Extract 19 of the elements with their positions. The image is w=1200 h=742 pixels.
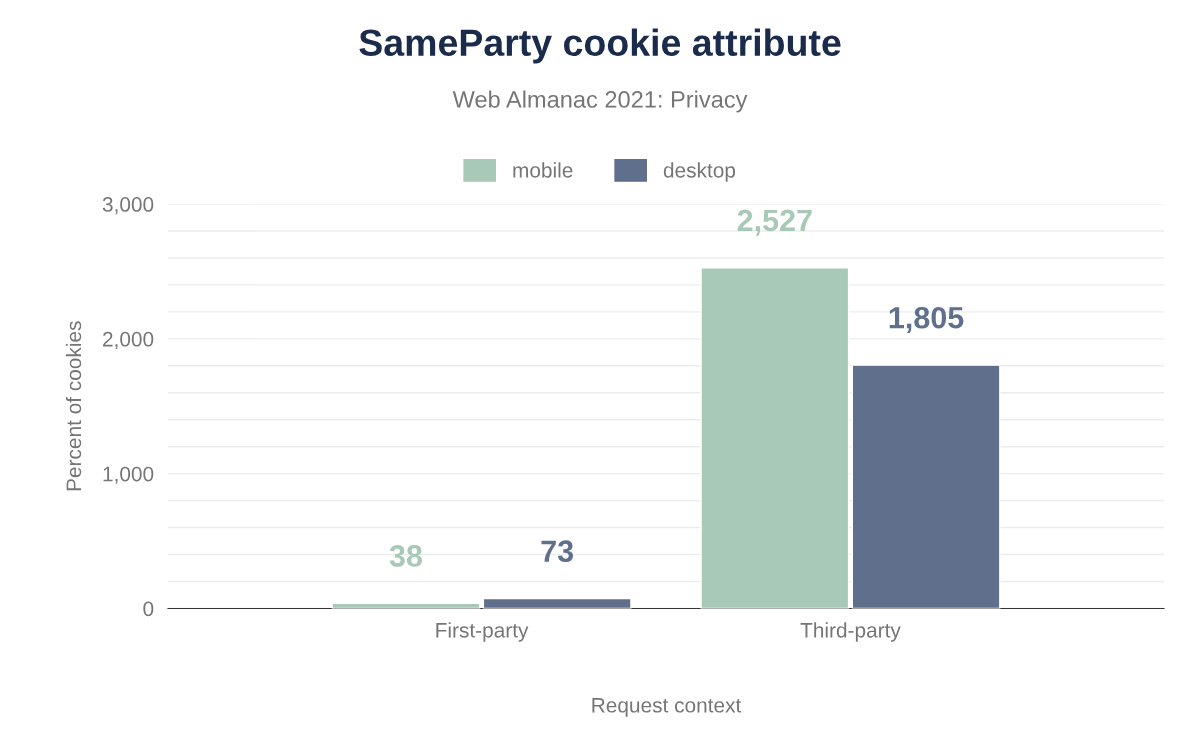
- data-label: 38: [389, 545, 422, 567]
- chart-title: SameParty cookie attribute: [359, 28, 841, 64]
- data-label: 1,805: [889, 306, 964, 333]
- y-tick-label: 1,000: [103, 466, 154, 484]
- legend-label: desktop: [663, 162, 736, 182]
- y-tick-label: 2,000: [103, 331, 154, 350]
- legend-label: mobile: [513, 162, 573, 178]
- y-axis-title: Percent of cookies: [65, 321, 82, 491]
- x-axis-title: Request context: [592, 698, 742, 717]
- data-label: 73: [541, 540, 574, 563]
- x-tick-label: Third-party: [800, 622, 901, 642]
- bar: [851, 364, 1001, 609]
- bar: [700, 267, 850, 609]
- y-tick-label: 0: [143, 601, 154, 617]
- chart-subtitle: Web Almanac 2021: Privacy: [452, 90, 748, 113]
- x-tick-label: First-party: [436, 622, 529, 642]
- y-tick-label: 3,000: [102, 197, 154, 215]
- data-label: 2,527: [737, 209, 812, 236]
- bar: [482, 597, 632, 609]
